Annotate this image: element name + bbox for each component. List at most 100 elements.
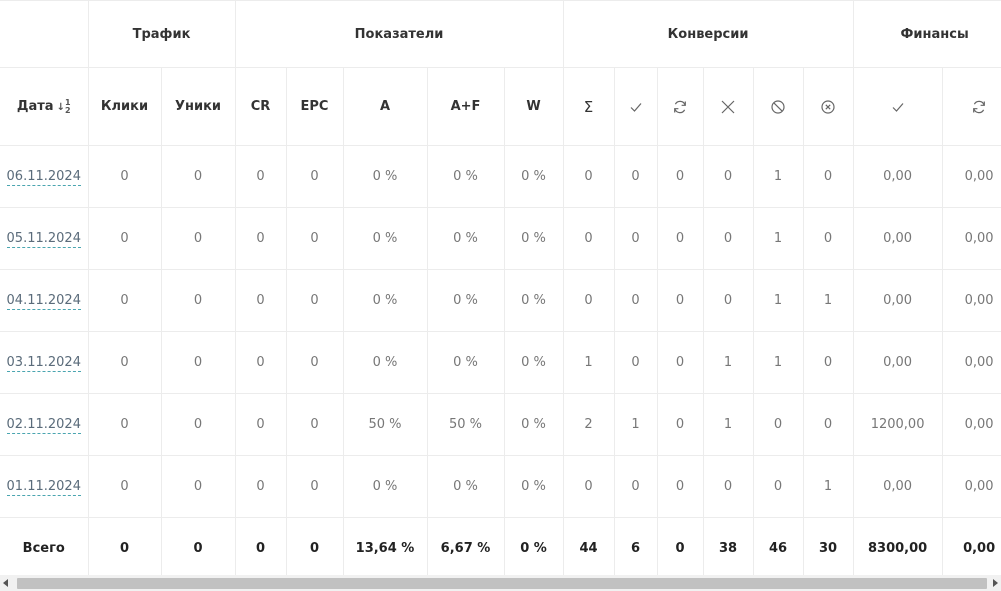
horizontal-scrollbar[interactable] bbox=[0, 575, 1001, 591]
epc-cell: 0 bbox=[285, 393, 344, 456]
rejected-cell: 1 bbox=[702, 393, 754, 456]
rejected-cell: 1 bbox=[702, 331, 754, 394]
refresh-icon bbox=[674, 100, 686, 113]
date-link[interactable]: 04.11.2024 bbox=[6, 293, 81, 310]
cancelled-cell: 0 bbox=[802, 207, 854, 270]
total-sum: 44 bbox=[562, 517, 615, 575]
af-cell: 50 % bbox=[426, 393, 505, 456]
hold-cell: 0 bbox=[656, 331, 704, 394]
table-row: 05.11.2024 0 0 0 0 0 % 0 % 0 % 0 0 0 0 1… bbox=[0, 207, 1001, 270]
table-row: 04.11.2024 0 0 0 0 0 % 0 % 0 % 0 0 0 0 1… bbox=[0, 269, 1001, 332]
header-hold[interactable] bbox=[656, 67, 704, 146]
hold-cell: 0 bbox=[656, 455, 704, 518]
af-cell: 0 % bbox=[426, 455, 505, 518]
rejected-cell: 0 bbox=[702, 269, 754, 332]
approved-cell: 0 bbox=[613, 331, 658, 394]
scrollbar-thumb[interactable] bbox=[17, 578, 987, 589]
cancelled-cell: 1 bbox=[802, 269, 854, 332]
fin-approved-cell: 0,00 bbox=[852, 145, 943, 208]
clicks-cell: 0 bbox=[87, 455, 162, 518]
header-w[interactable]: W bbox=[503, 67, 564, 146]
header-fin-approved[interactable] bbox=[852, 67, 943, 146]
fin-approved-cell: 0,00 bbox=[852, 331, 943, 394]
sum-cell: 1 bbox=[562, 331, 615, 394]
total-uniques: 0 bbox=[160, 517, 236, 575]
banned-cell: 1 bbox=[752, 269, 804, 332]
header-date[interactable]: Дата ↓1 2 bbox=[0, 67, 89, 146]
header-sum[interactable]: Σ bbox=[562, 67, 615, 146]
total-fin-approved: 8300,00 bbox=[852, 517, 943, 575]
column-header-row: Дата ↓1 2 Клики Уники CR EPC A A+F W Σ bbox=[0, 67, 1001, 146]
header-cr[interactable]: CR bbox=[234, 67, 287, 146]
header-af[interactable]: A+F bbox=[426, 67, 505, 146]
uniques-cell: 0 bbox=[160, 145, 236, 208]
af-cell: 0 % bbox=[426, 145, 505, 208]
date-link[interactable]: 06.11.2024 bbox=[6, 169, 81, 186]
clicks-cell: 0 bbox=[87, 393, 162, 456]
group-conversions: Конверсии bbox=[562, 0, 854, 68]
total-cancelled: 30 bbox=[802, 517, 854, 575]
approved-cell: 0 bbox=[613, 269, 658, 332]
approved-cell: 0 bbox=[613, 455, 658, 518]
cr-cell: 0 bbox=[234, 269, 287, 332]
ban-icon bbox=[771, 99, 785, 114]
banned-cell: 1 bbox=[752, 207, 804, 270]
table-row: 02.11.2024 0 0 0 0 50 % 50 % 0 % 2 1 0 1… bbox=[0, 393, 1001, 456]
x-icon bbox=[721, 100, 735, 113]
refresh-icon bbox=[973, 100, 985, 113]
scroll-left-arrow-icon[interactable] bbox=[3, 579, 8, 587]
w-cell: 0 % bbox=[503, 269, 564, 332]
header-clicks[interactable]: Клики bbox=[87, 67, 162, 146]
banned-cell: 0 bbox=[752, 393, 804, 456]
header-a[interactable]: A bbox=[342, 67, 428, 146]
hold-cell: 0 bbox=[656, 207, 704, 270]
approved-cell: 1 bbox=[613, 393, 658, 456]
sum-cell: 0 bbox=[562, 455, 615, 518]
header-rejected[interactable] bbox=[702, 67, 754, 146]
cr-cell: 0 bbox=[234, 145, 287, 208]
cr-cell: 0 bbox=[234, 331, 287, 394]
hold-cell: 0 bbox=[656, 269, 704, 332]
header-epc[interactable]: EPC bbox=[285, 67, 344, 146]
a-cell: 50 % bbox=[342, 393, 428, 456]
date-link[interactable]: 05.11.2024 bbox=[6, 231, 81, 248]
uniques-cell: 0 bbox=[160, 455, 236, 518]
header-approved[interactable] bbox=[613, 67, 658, 146]
date-link[interactable]: 03.11.2024 bbox=[6, 355, 81, 372]
group-traffic: Трафик bbox=[87, 0, 236, 68]
a-cell: 0 % bbox=[342, 145, 428, 208]
total-fin-hold: 0,00 bbox=[941, 517, 1001, 575]
total-w: 0 % bbox=[503, 517, 564, 575]
header-banned[interactable] bbox=[752, 67, 804, 146]
banned-cell: 1 bbox=[752, 331, 804, 394]
approved-cell: 0 bbox=[613, 145, 658, 208]
uniques-cell: 0 bbox=[160, 331, 236, 394]
date-cell: 04.11.2024 bbox=[0, 269, 89, 332]
fin-hold-cell: 0,00 bbox=[941, 207, 1001, 270]
total-approved: 6 bbox=[613, 517, 658, 575]
date-link[interactable]: 02.11.2024 bbox=[6, 417, 81, 434]
header-fin-hold[interactable] bbox=[941, 67, 1001, 146]
cancelled-cell: 0 bbox=[802, 393, 854, 456]
scroll-right-arrow-icon[interactable] bbox=[993, 579, 998, 587]
sum-cell: 0 bbox=[562, 207, 615, 270]
af-cell: 0 % bbox=[426, 269, 505, 332]
clicks-cell: 0 bbox=[87, 269, 162, 332]
header-uniques[interactable]: Уники bbox=[160, 67, 236, 146]
w-cell: 0 % bbox=[503, 145, 564, 208]
group-header-row: Трафик Показатели Конверсии Финансы bbox=[0, 0, 1001, 68]
circle-x-icon bbox=[821, 99, 835, 114]
approved-cell: 0 bbox=[613, 207, 658, 270]
banned-cell: 1 bbox=[752, 145, 804, 208]
w-cell: 0 % bbox=[503, 455, 564, 518]
date-link[interactable]: 01.11.2024 bbox=[6, 479, 81, 496]
totals-row: Всего 0 0 0 0 13,64 % 6,67 % 0 % 44 6 0 … bbox=[0, 517, 1001, 575]
rejected-cell: 0 bbox=[702, 145, 754, 208]
epc-cell: 0 bbox=[285, 455, 344, 518]
clicks-cell: 0 bbox=[87, 331, 162, 394]
sort-ascending-icon[interactable]: ↓1 2 bbox=[56, 97, 71, 115]
group-finance: Финансы bbox=[852, 0, 1001, 68]
a-cell: 0 % bbox=[342, 269, 428, 332]
header-cancelled[interactable] bbox=[802, 67, 854, 146]
rejected-cell: 0 bbox=[702, 207, 754, 270]
